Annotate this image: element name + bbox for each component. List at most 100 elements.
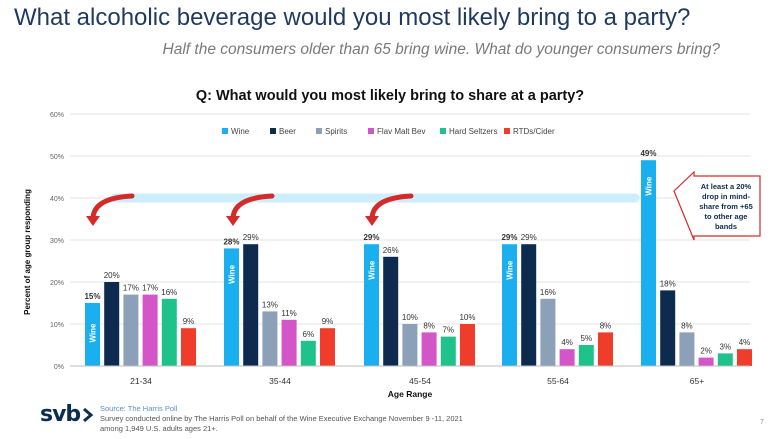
y-tick-label: 20% — [50, 280, 64, 287]
bar — [598, 332, 613, 366]
bar — [698, 357, 714, 366]
y-axis-label: Percent of age group responding — [23, 189, 32, 315]
legend-label: Spirits — [325, 127, 347, 136]
x-axis-label: Age Range — [388, 389, 433, 399]
data-label: 9% — [183, 317, 195, 326]
y-tick-label: 60% — [50, 112, 64, 119]
page-number: 7 — [760, 419, 764, 426]
bar — [320, 328, 335, 366]
data-label: 26% — [383, 246, 399, 255]
data-label: 7% — [443, 326, 455, 335]
legend-label: Hard Seltzers — [449, 127, 497, 136]
bar — [660, 290, 676, 366]
data-label: 4% — [561, 338, 573, 347]
logo-text: svb — [40, 402, 81, 427]
red-arrow-head — [86, 216, 100, 226]
data-label: 9% — [322, 317, 334, 326]
bar — [502, 244, 517, 366]
logo-chevron-icon — [83, 407, 94, 422]
data-label: 8% — [423, 321, 435, 330]
bar — [262, 311, 278, 366]
bar — [224, 248, 239, 366]
y-tick-label: 50% — [50, 154, 64, 161]
footer-source: Source: The Harris Poll Survey conducted… — [100, 404, 540, 434]
chart-title: Q: What would you most likely bring to s… — [195, 88, 585, 104]
bar — [243, 244, 259, 366]
bar-chart: 0% 10% 20% 30% 40% 50% 60% Percent of age group… — [23, 112, 761, 399]
bar — [300, 340, 316, 366]
source-label: Source: The Harris Poll — [100, 404, 178, 413]
x-tick-label: 35-44 — [269, 376, 291, 386]
data-label: 4% — [739, 338, 751, 347]
red-arrow-head — [365, 216, 379, 226]
data-label: 8% — [600, 321, 612, 330]
annotation-text: bands — [715, 222, 737, 231]
wine-bar-label: Wine — [645, 176, 654, 196]
data-label: 20% — [104, 271, 120, 280]
legend-swatch — [368, 128, 374, 134]
data-label: 5% — [581, 334, 593, 343]
legend-swatch — [316, 128, 322, 134]
y-tick-label: 30% — [50, 238, 64, 245]
y-tick-label: 40% — [50, 196, 64, 203]
bar — [737, 349, 752, 366]
bar — [559, 349, 575, 366]
legend-swatch — [222, 128, 228, 134]
y-tick-label: 10% — [50, 322, 64, 329]
bar — [717, 353, 733, 366]
annotation-text: At least a 20% — [701, 182, 752, 191]
legend-swatch — [440, 128, 446, 134]
bar — [421, 332, 437, 366]
data-label: 10% — [402, 313, 418, 322]
bar — [85, 303, 100, 366]
bar — [281, 319, 297, 366]
survey-sample: among 1,949 U.S. adults ages 21+. — [100, 424, 218, 433]
data-label: 15% — [84, 292, 100, 301]
bar — [402, 324, 418, 366]
legend-label: Flav Malt Bev — [377, 127, 425, 136]
bar — [142, 294, 158, 366]
bar — [104, 282, 120, 366]
data-label: 16% — [540, 288, 556, 297]
x-tick-label: 65+ — [690, 376, 704, 386]
bar — [521, 244, 537, 366]
bar — [540, 298, 556, 366]
legend-label: RTDs/Cider — [513, 127, 555, 136]
wine-bar-label: Wine — [89, 323, 98, 343]
bar — [460, 324, 475, 366]
legend-label: Beer — [279, 127, 296, 136]
data-label: 18% — [660, 279, 676, 288]
x-tick-label: 55-64 — [547, 376, 569, 386]
bar — [181, 328, 196, 366]
data-label: 13% — [262, 300, 278, 309]
data-label: 29% — [243, 233, 259, 242]
red-arrow — [230, 193, 275, 221]
legend-swatch — [270, 128, 276, 134]
red-arrow — [90, 193, 135, 221]
data-label: 28% — [223, 237, 239, 246]
red-arrow-head — [226, 216, 240, 226]
survey-note: Survey conducted online by The Harris Po… — [100, 414, 463, 423]
red-arrow — [369, 193, 414, 221]
wine-bar-label: Wine — [368, 260, 377, 280]
annotation-callout — [673, 170, 761, 241]
brand-logo: svb — [40, 402, 94, 427]
page-subtitle: Half the consumers older than 65 bring w… — [162, 41, 720, 58]
x-tick-label: 21-34 — [130, 376, 152, 386]
bar — [161, 298, 177, 366]
page-title: What alcoholic beverage would you most l… — [14, 4, 691, 31]
x-tick-label: 45-54 — [409, 376, 431, 386]
data-label: 29% — [521, 233, 537, 242]
bar — [578, 345, 594, 366]
data-label: 16% — [161, 288, 177, 297]
legend-swatch — [504, 128, 510, 134]
annotation-text: share from +65 — [699, 202, 753, 211]
bar — [440, 336, 456, 366]
data-label: 29% — [363, 233, 379, 242]
data-label: 49% — [640, 149, 656, 158]
bar — [364, 244, 379, 366]
bar — [641, 160, 656, 366]
data-label: 11% — [281, 309, 296, 318]
data-label: 29% — [501, 233, 517, 242]
legend-label: Wine — [231, 127, 250, 136]
